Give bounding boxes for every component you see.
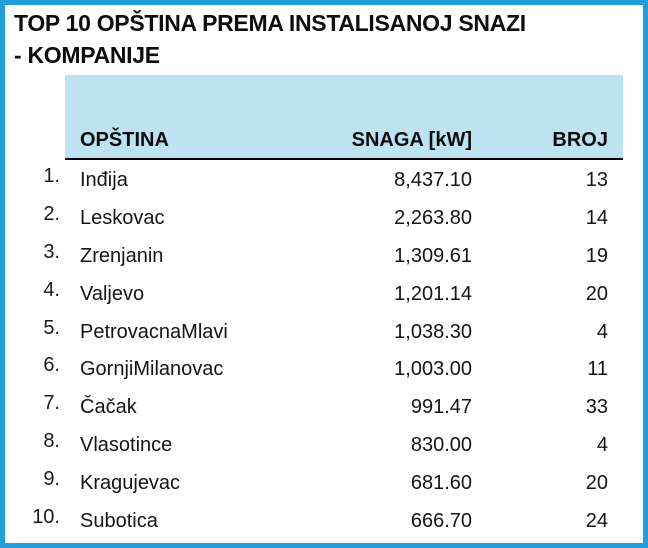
row-rank: 3. [43,240,60,263]
row-opstina: Čačak [80,396,137,419]
row-opstina: Subotica [80,509,158,532]
table-row: 5. PetrovacnaMlavi 1,038.30 4 [5,313,623,351]
row-broj: 20 [585,471,608,494]
table-row: 10. Subotica 666.70 24 [5,502,623,540]
row-rank: 1. [43,165,60,188]
row-broj: 33 [585,396,608,419]
table-row: 7. Čačak 991.47 33 [5,389,623,427]
row-rank: 8. [43,429,60,452]
row-broj: 13 [585,169,608,192]
row-opstina: PetrovacnaMlavi [80,320,228,343]
table-row: 9. Kragujevac 681.60 20 [5,464,623,502]
row-broj: 20 [585,282,608,305]
row-opstina: Valjevo [80,282,145,305]
row-snaga: 2,263.80 [394,207,472,230]
page-title: TOP 10 OPŠTINA PREMA INSTALISANOJ SNAZI … [14,7,526,71]
row-broj: 4 [596,433,608,456]
row-snaga: 991.47 [410,396,472,419]
column-header-snaga: SNAGA [kW] [351,129,472,151]
row-broj: 14 [585,207,608,230]
row-snaga: 8,437.10 [394,169,472,192]
row-broj: 24 [585,509,608,532]
row-opstina: GornjiMilanovac [80,358,224,381]
row-snaga: 1,003.00 [394,358,472,381]
table-row: 3. Zrenjanin 1,309.61 19 [5,238,623,276]
row-snaga: 681.60 [410,471,472,494]
row-snaga: 1,038.30 [394,320,472,343]
row-rank: 10. [32,505,60,528]
table-body: 1. Inđija 8,437.10 13 2. Leskovac 2,263.… [5,162,623,540]
row-rank: 9. [43,467,60,490]
table-row: 1. Inđija 8,437.10 13 [5,162,623,200]
row-opstina: Vlasotince [80,433,173,456]
row-rank: 5. [43,316,60,339]
row-rank: 4. [43,278,60,301]
row-broj: 11 [587,358,608,381]
table-row: 6. GornjiMilanovac 1,003.00 11 [5,351,623,389]
row-opstina: Inđija [80,169,128,192]
row-opstina: Zrenjanin [80,244,164,267]
table-header-row: OPŠTINA SNAGA [kW] BROJ [65,75,623,160]
column-header-broj: BROJ [552,129,608,151]
table-row: 2. Leskovac 2,263.80 14 [5,200,623,238]
row-rank: 6. [43,354,60,377]
row-opstina: Kragujevac [80,471,181,494]
row-snaga: 1,201.14 [394,282,472,305]
row-rank: 7. [43,392,60,415]
row-broj: 19 [585,244,608,267]
row-snaga: 1,309.61 [394,244,472,267]
table-row: 4. Valjevo 1,201.14 20 [5,275,623,313]
column-header-opstina: OPŠTINA [80,129,169,151]
row-opstina: Leskovac [80,207,165,230]
row-rank: 2. [43,203,60,226]
page-title-line1: TOP 10 OPŠTINA PREMA INSTALISANOJ SNAZI [14,10,526,36]
row-snaga: 830.00 [410,433,472,456]
row-snaga: 666.70 [410,509,472,532]
row-broj: 4 [596,320,608,343]
page-title-line2: - KOMPANIJE [14,42,160,68]
table-row: 8. Vlasotince 830.00 4 [5,427,623,465]
